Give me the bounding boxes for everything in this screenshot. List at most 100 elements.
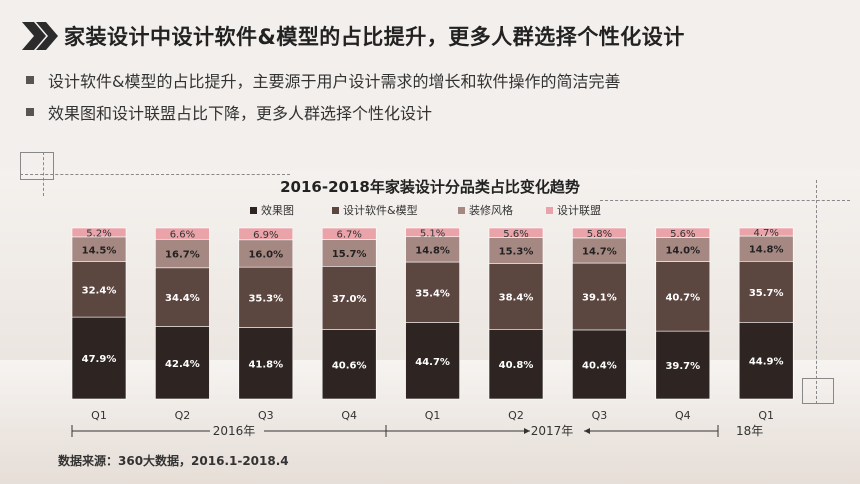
bar-segment bbox=[738, 235, 794, 262]
data-label: 16.0% bbox=[248, 249, 283, 260]
decorative-frame bbox=[20, 152, 54, 180]
data-label: 37.0% bbox=[332, 294, 367, 305]
data-label: 35.4% bbox=[415, 288, 450, 299]
data-source-note: 数据来源：360大数据，2016.1-2018.4 bbox=[58, 454, 289, 468]
bar-segment bbox=[238, 266, 294, 328]
bar-segment bbox=[71, 316, 127, 400]
data-label: 6.7% bbox=[336, 230, 361, 241]
data-label: 34.4% bbox=[165, 293, 200, 304]
data-label: 44.7% bbox=[415, 357, 450, 368]
data-label: 40.4% bbox=[582, 360, 617, 371]
legend-swatch bbox=[332, 207, 339, 214]
data-label: 41.8% bbox=[248, 359, 283, 370]
bar-segment bbox=[405, 236, 460, 263]
decorative-dashed-line bbox=[20, 174, 290, 175]
bar-segment bbox=[738, 261, 794, 323]
x-tick-label: Q3 bbox=[258, 409, 274, 422]
bar-segment bbox=[155, 227, 210, 240]
year-group-label: 18年 bbox=[736, 424, 763, 438]
bullet-list: 设计软件&模型的占比提升，主要源于用户设计需求的增长和软件操作的简洁完善 效果图… bbox=[26, 64, 620, 128]
legend-label: 装修风格 bbox=[469, 203, 513, 217]
bar-segment bbox=[238, 239, 294, 268]
data-label: 15.7% bbox=[332, 249, 367, 260]
bar-segment bbox=[155, 326, 210, 400]
bar-segment bbox=[405, 322, 460, 400]
data-label: 39.7% bbox=[665, 361, 700, 372]
legend-swatch bbox=[250, 207, 257, 214]
data-label: 5.6% bbox=[503, 229, 528, 240]
x-tick-label: Q4 bbox=[675, 409, 691, 422]
bar-segment bbox=[572, 237, 627, 264]
data-label: 40.7% bbox=[665, 292, 700, 303]
data-label: 32.4% bbox=[82, 285, 117, 296]
page-title: 家装设计中设计软件&模型的占比提升，更多人群选择个性化设计 bbox=[64, 25, 685, 49]
bar-segment bbox=[488, 227, 544, 238]
slide-header: 家装设计中设计软件&模型的占比提升，更多人群选择个性化设计 bbox=[20, 18, 685, 54]
data-label: 14.8% bbox=[749, 245, 784, 256]
chart-x-axis: Q1 Q2 Q3 Q4 Q1 Q2 Q3 Q4 Q1 2016年 2017年 18年 bbox=[71, 409, 774, 438]
chart-legend: 效果图 设计软件&模型 装修风格 设计联盟 bbox=[250, 203, 601, 217]
x-tick-label: Q1 bbox=[758, 409, 774, 422]
data-label: 35.7% bbox=[749, 288, 784, 299]
bar-segment bbox=[71, 261, 127, 318]
data-label: 5.8% bbox=[587, 229, 612, 240]
data-label: 38.4% bbox=[499, 293, 534, 304]
legend-swatch bbox=[546, 207, 553, 214]
data-label: 16.7% bbox=[165, 250, 200, 261]
bar-segment bbox=[238, 227, 294, 241]
legend-label: 设计软件&模型 bbox=[343, 203, 418, 217]
data-label: 47.9% bbox=[82, 354, 117, 365]
x-tick-label: Q2 bbox=[508, 409, 524, 422]
data-label: 44.9% bbox=[749, 357, 784, 368]
bullet-item: 效果图和设计联盟占比下降，更多人群选择个性化设计 bbox=[26, 96, 620, 128]
bar-segment bbox=[321, 227, 377, 240]
x-tick-label: Q1 bbox=[425, 409, 441, 422]
data-label: 35.3% bbox=[248, 293, 283, 304]
x-tick-label: Q4 bbox=[341, 409, 357, 422]
bar-segment bbox=[655, 227, 711, 238]
arrow-left-icon bbox=[584, 428, 590, 434]
data-label: 40.6% bbox=[332, 360, 367, 371]
bar-segment bbox=[405, 261, 460, 323]
decorative-dashed-line bbox=[816, 180, 817, 404]
data-label: 6.9% bbox=[253, 230, 278, 241]
square-bullet-icon bbox=[26, 76, 34, 84]
bar-segment bbox=[572, 262, 627, 331]
x-tick-label: Q1 bbox=[91, 409, 107, 422]
data-label: 6.6% bbox=[170, 230, 195, 241]
bar-segment bbox=[488, 263, 544, 330]
data-label: 14.5% bbox=[82, 245, 117, 256]
bar-segment bbox=[738, 227, 794, 237]
chart-bars: 47.9% 32.4% 14.5% 5.2% 42.4% 34.4% 16.7% 6.6% 41… bbox=[71, 227, 794, 400]
data-label: 5.6% bbox=[670, 229, 695, 240]
year-group-label: 2017年 bbox=[531, 424, 574, 438]
double-chevron-icon bbox=[22, 22, 58, 50]
data-label: 14.0% bbox=[665, 246, 700, 257]
data-label: 5.2% bbox=[86, 228, 111, 239]
chart-title: 2016-2018年家装设计分品类占比变化趋势 bbox=[280, 178, 580, 196]
decorative-frame bbox=[802, 378, 834, 404]
bar-segment bbox=[405, 227, 460, 238]
data-label: 42.4% bbox=[165, 359, 200, 370]
data-label: 5.1% bbox=[420, 228, 445, 239]
data-label: 14.7% bbox=[582, 246, 617, 257]
bar-segment bbox=[655, 261, 711, 332]
bar-segment bbox=[572, 329, 627, 400]
bar-segment bbox=[321, 239, 377, 267]
bar-segment bbox=[321, 329, 377, 400]
bar-segment bbox=[572, 227, 627, 239]
data-label: 15.3% bbox=[499, 247, 534, 258]
bar-segment bbox=[71, 227, 127, 238]
bar-segment bbox=[238, 327, 294, 400]
bar-segment bbox=[321, 266, 377, 330]
x-tick-label: Q3 bbox=[592, 409, 608, 422]
data-label: 14.8% bbox=[415, 245, 450, 256]
arrow-right-icon bbox=[524, 428, 530, 434]
bar-segment bbox=[738, 321, 794, 400]
square-bullet-icon bbox=[26, 108, 34, 116]
bar-segment bbox=[488, 237, 544, 265]
bar-segment bbox=[155, 267, 210, 327]
x-tick-label: Q2 bbox=[175, 409, 191, 422]
data-label: 4.7% bbox=[753, 228, 778, 239]
